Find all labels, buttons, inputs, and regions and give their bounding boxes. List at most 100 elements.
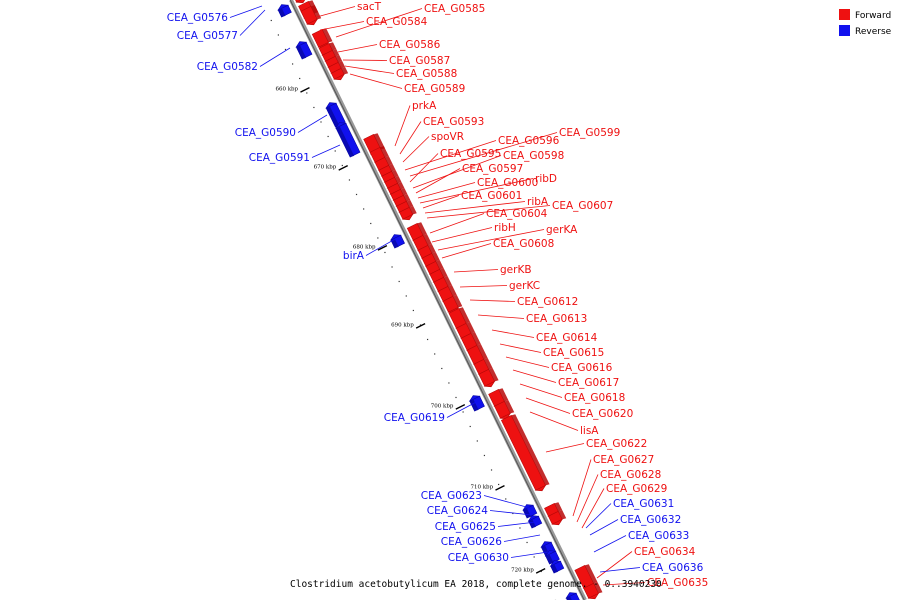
tick-label: 700 kbp bbox=[431, 404, 454, 410]
leader-line bbox=[510, 551, 549, 558]
gene-label: CEA_G0627 bbox=[593, 454, 654, 466]
major-tick bbox=[300, 87, 310, 93]
reverse-gene[interactable] bbox=[565, 592, 580, 600]
leader-line bbox=[404, 140, 497, 171]
gene-label: CEA_G0625 bbox=[435, 521, 496, 533]
gene-label: CEA_G0607 bbox=[552, 200, 613, 212]
gene-label: CEA_G0613 bbox=[526, 313, 587, 325]
leader-line bbox=[365, 237, 398, 256]
leader-line bbox=[399, 121, 422, 155]
leader-line bbox=[576, 474, 599, 523]
minor-tick bbox=[299, 77, 301, 80]
gene-label: CEA_G0590 bbox=[235, 127, 296, 139]
forward-gene[interactable] bbox=[399, 206, 417, 221]
tick-label: 680 kbp bbox=[353, 245, 376, 251]
minor-tick bbox=[490, 469, 493, 471]
gene-label: CEA_G0634 bbox=[634, 546, 696, 558]
forward-gene[interactable] bbox=[330, 67, 349, 81]
legend-reverse-label: Reverse bbox=[855, 27, 892, 37]
gene-label: CEA_G0595 bbox=[440, 148, 501, 160]
gene-label: CEA_G0617 bbox=[558, 377, 619, 389]
tick-marks: 660 kbp 670 kbp 680 kbp 690 kbp 700 kbp 710 k… bbox=[270, 19, 557, 600]
minor-tick bbox=[355, 193, 358, 196]
minor-tick bbox=[519, 527, 521, 529]
leader-line bbox=[424, 201, 526, 214]
leader-line bbox=[319, 21, 365, 31]
minor-tick bbox=[448, 382, 450, 384]
reverse-gene[interactable] bbox=[389, 234, 406, 249]
backbone-edge bbox=[289, 0, 585, 600]
minor-tick bbox=[434, 353, 436, 355]
gene-label: CEA_G0626 bbox=[441, 536, 503, 548]
gene-features[interactable] bbox=[277, 0, 603, 600]
tick-label: 660 kbp bbox=[275, 87, 298, 93]
leader-line bbox=[446, 399, 481, 418]
forward-gene[interactable] bbox=[548, 510, 567, 526]
major-tick bbox=[415, 323, 426, 329]
leader-line bbox=[477, 314, 525, 319]
gene-label: CEA_G0598 bbox=[503, 150, 564, 162]
forward-gene[interactable] bbox=[494, 400, 515, 420]
leader-line bbox=[459, 285, 508, 288]
forward-gene[interactable] bbox=[478, 368, 499, 388]
minor-tick bbox=[291, 63, 294, 65]
legend-forward-label: Forward bbox=[855, 11, 891, 21]
minor-tick bbox=[277, 34, 279, 36]
minor-tick bbox=[363, 208, 365, 210]
leader-line bbox=[311, 144, 341, 158]
minor-tick bbox=[306, 92, 308, 94]
leader-line bbox=[344, 65, 395, 74]
gene-label: CEA_G0612 bbox=[517, 296, 578, 308]
forward-gene[interactable] bbox=[311, 28, 333, 49]
leader-line bbox=[499, 343, 542, 353]
reverse-gene[interactable] bbox=[335, 122, 361, 158]
forward-gene[interactable] bbox=[442, 295, 463, 314]
gene-label: CEA_G0589 bbox=[404, 83, 465, 95]
forward-gene[interactable] bbox=[583, 582, 603, 600]
leader-line bbox=[259, 47, 291, 67]
genome-caption: Clostridium acetobutylicum EA 2018, comp… bbox=[290, 579, 662, 590]
leader-line bbox=[483, 495, 531, 509]
tick-label: 710 kbp bbox=[470, 485, 493, 491]
tick-label: 670 kbp bbox=[314, 165, 337, 171]
reverse-gene[interactable] bbox=[277, 4, 292, 18]
leader-line bbox=[529, 411, 579, 431]
leader-line bbox=[429, 213, 485, 234]
reverse-gene[interactable] bbox=[549, 560, 565, 574]
minor-tick bbox=[469, 425, 471, 428]
leader-line bbox=[409, 153, 439, 183]
minor-tick bbox=[313, 106, 315, 109]
minor-tick bbox=[533, 556, 535, 558]
legend: Forward Reverse bbox=[839, 9, 892, 37]
gene-label: CEA_G0576 bbox=[167, 12, 229, 24]
leader-line bbox=[342, 59, 388, 61]
leader-line bbox=[312, 6, 356, 19]
gene-label: CEA_G0608 bbox=[493, 238, 554, 250]
forward-gene[interactable] bbox=[412, 234, 432, 252]
minor-tick bbox=[370, 222, 372, 225]
leader-line bbox=[593, 535, 627, 553]
leader-line bbox=[453, 269, 499, 273]
minor-tick bbox=[341, 164, 343, 167]
leader-line bbox=[589, 519, 619, 536]
gene-label: CEA_G0586 bbox=[379, 39, 441, 51]
gene-label: CEA_G0593 bbox=[423, 116, 484, 128]
gene-label: CEA_G0591 bbox=[249, 152, 310, 164]
gene-label: CEA_G0599 bbox=[559, 127, 620, 139]
forward-gene[interactable] bbox=[300, 5, 322, 26]
gene-label: gerKC bbox=[509, 280, 540, 292]
reverse-gene[interactable] bbox=[468, 395, 485, 412]
gene-label: CEA_G0619 bbox=[384, 412, 445, 424]
gene-label: gerKA bbox=[546, 224, 578, 236]
leader-line bbox=[415, 168, 461, 194]
forward-gene[interactable] bbox=[295, 0, 311, 4]
major-tick bbox=[535, 568, 546, 574]
minor-tick bbox=[426, 338, 429, 341]
reverse-gene[interactable] bbox=[522, 504, 538, 519]
forward-gene[interactable] bbox=[500, 414, 550, 492]
gene-label: CEA_G0600 bbox=[477, 177, 538, 189]
reverse-gene[interactable] bbox=[295, 41, 313, 60]
reverse-gene[interactable] bbox=[325, 102, 346, 128]
gene-label: ribH bbox=[494, 222, 516, 234]
